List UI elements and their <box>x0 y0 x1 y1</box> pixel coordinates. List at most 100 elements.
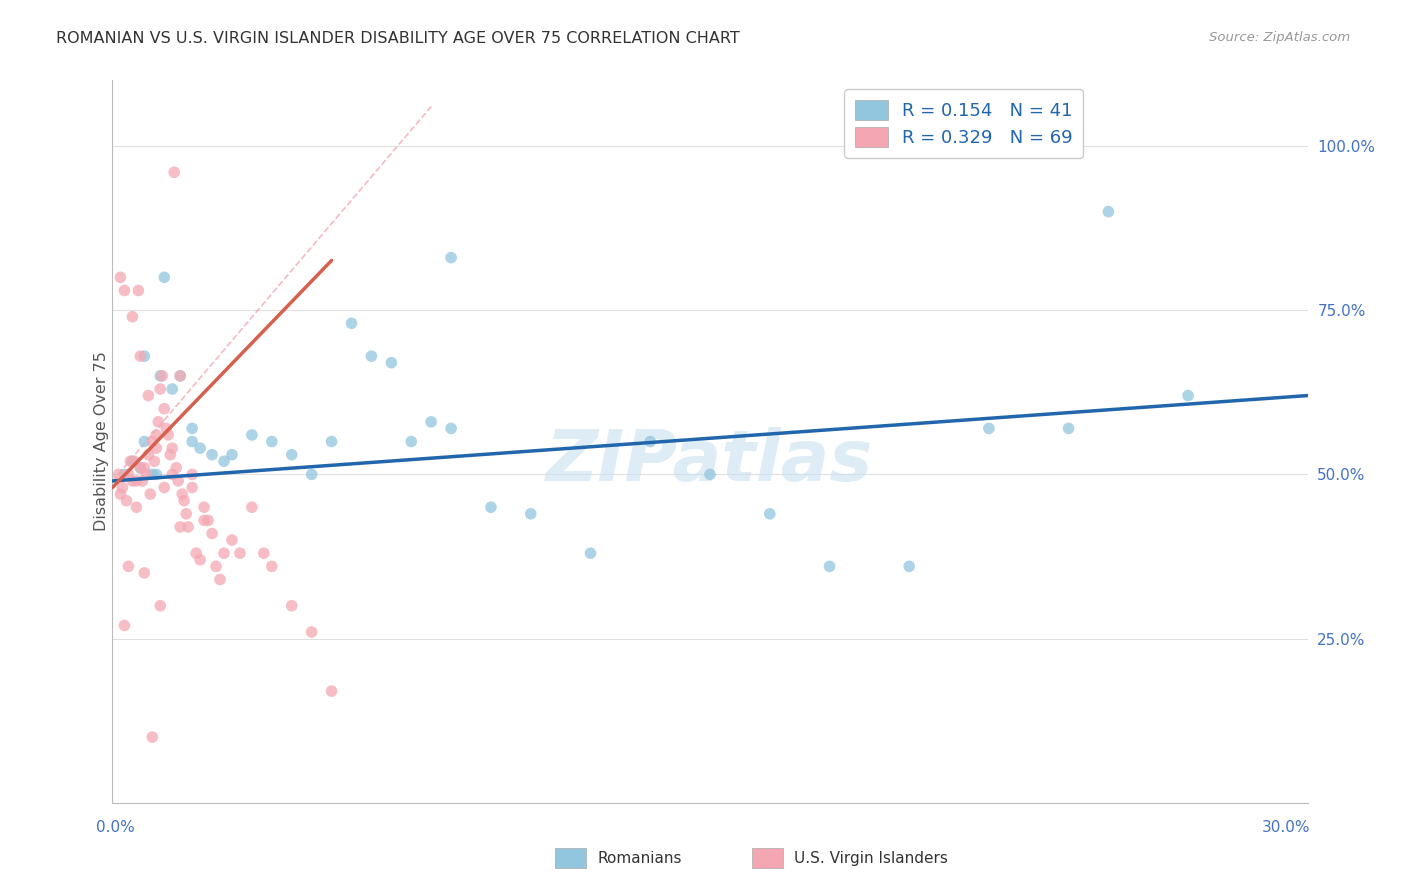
Point <box>260 559 283 574</box>
Text: Romanians: Romanians <box>598 851 682 865</box>
Point <box>131 474 153 488</box>
Point <box>162 441 183 455</box>
Point <box>193 500 215 515</box>
Point <box>135 467 157 482</box>
Point <box>759 507 782 521</box>
Point <box>121 454 143 468</box>
Point <box>153 270 176 285</box>
Point <box>321 684 343 698</box>
Point <box>240 428 263 442</box>
Point <box>107 467 129 482</box>
Legend: R = 0.154   N = 41, R = 0.329   N = 69: R = 0.154 N = 41, R = 0.329 N = 69 <box>844 89 1084 158</box>
Point <box>134 349 156 363</box>
Point <box>110 487 132 501</box>
Point <box>157 428 180 442</box>
Point <box>114 284 135 298</box>
Point <box>134 566 156 580</box>
Point <box>240 500 263 515</box>
Point <box>167 474 190 488</box>
Point <box>125 474 148 488</box>
Point <box>640 434 662 449</box>
Point <box>162 467 183 482</box>
Point <box>221 448 243 462</box>
Point <box>188 441 211 455</box>
Point <box>420 415 443 429</box>
Point <box>177 520 200 534</box>
Point <box>340 316 363 330</box>
Point <box>153 481 176 495</box>
Point <box>1097 204 1119 219</box>
Point <box>181 434 204 449</box>
Point <box>169 368 191 383</box>
Point <box>165 460 187 475</box>
Point <box>124 454 146 468</box>
Point <box>205 559 228 574</box>
Point <box>149 382 172 396</box>
Point <box>212 546 235 560</box>
Point <box>212 454 235 468</box>
Point <box>111 481 134 495</box>
Point <box>197 513 219 527</box>
Point <box>159 448 181 462</box>
Point <box>134 460 156 475</box>
Point <box>138 388 160 402</box>
Point <box>209 573 232 587</box>
Point <box>188 553 211 567</box>
Point <box>186 546 208 560</box>
Point <box>253 546 276 560</box>
Point <box>155 421 177 435</box>
Point <box>125 500 148 515</box>
Point <box>321 434 343 449</box>
Point <box>229 546 252 560</box>
Point <box>579 546 602 560</box>
Point <box>818 559 841 574</box>
Point <box>221 533 243 547</box>
Point <box>699 467 721 482</box>
Y-axis label: Disability Age Over 75: Disability Age Over 75 <box>94 351 108 532</box>
Point <box>193 513 215 527</box>
Point <box>201 448 224 462</box>
Point <box>117 467 139 482</box>
Point <box>173 493 195 508</box>
Point <box>115 493 138 508</box>
Point <box>401 434 423 449</box>
Point <box>479 500 502 515</box>
Point <box>162 382 183 396</box>
Point <box>153 401 176 416</box>
Point <box>174 507 197 521</box>
Point <box>181 467 204 482</box>
Point <box>360 349 382 363</box>
Point <box>520 507 543 521</box>
Point <box>169 368 191 383</box>
Text: ROMANIAN VS U.S. VIRGIN ISLANDER DISABILITY AGE OVER 75 CORRELATION CHART: ROMANIAN VS U.S. VIRGIN ISLANDER DISABIL… <box>56 31 740 46</box>
Point <box>169 520 191 534</box>
Point <box>898 559 921 574</box>
Point <box>172 487 194 501</box>
Point <box>138 448 160 462</box>
Point <box>260 434 283 449</box>
Point <box>440 421 463 435</box>
Point <box>145 428 167 442</box>
Text: U.S. Virgin Islanders: U.S. Virgin Islanders <box>794 851 948 865</box>
Point <box>143 454 166 468</box>
Point <box>121 310 143 324</box>
Point <box>301 625 323 640</box>
Point <box>141 730 163 744</box>
Point <box>145 467 167 482</box>
Point <box>121 474 143 488</box>
Text: 0.0%: 0.0% <box>96 821 135 835</box>
Point <box>148 415 170 429</box>
Point <box>1177 388 1199 402</box>
Point <box>301 467 323 482</box>
Point <box>150 368 173 383</box>
Point <box>127 284 149 298</box>
Point <box>129 460 152 475</box>
Point <box>380 356 402 370</box>
Point <box>149 599 172 613</box>
Point <box>129 460 152 475</box>
Point <box>977 421 1000 435</box>
Point <box>117 559 139 574</box>
Text: ZIPatlas: ZIPatlas <box>547 426 873 496</box>
Point <box>281 599 304 613</box>
Point <box>145 441 167 455</box>
